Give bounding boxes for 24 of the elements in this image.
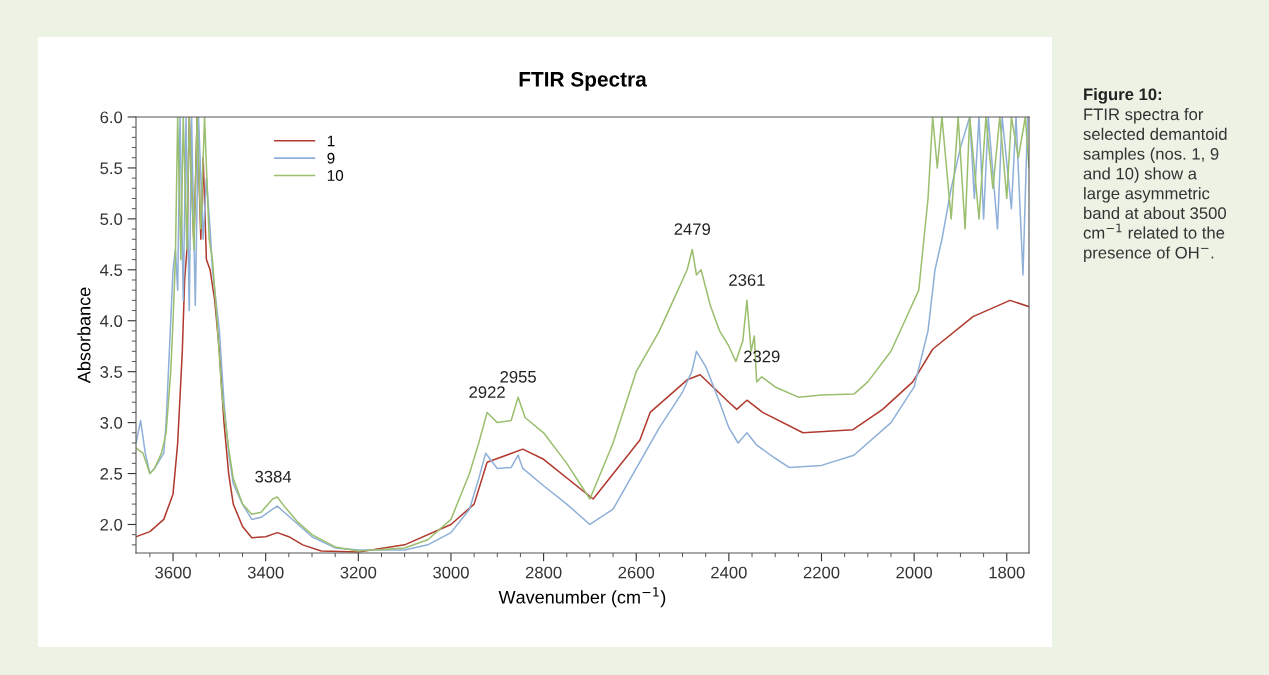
x-tick-label: 3000 bbox=[433, 566, 469, 579]
y-tick-label: 3.5 bbox=[100, 366, 123, 378]
y-tick-label: 2.5 bbox=[100, 467, 123, 480]
y-axis-title: Absorbance bbox=[77, 287, 91, 384]
y-tick-label: 4.5 bbox=[100, 264, 123, 277]
x-tick-label: 2600 bbox=[618, 566, 655, 579]
x-tick-label: 1800 bbox=[989, 566, 1025, 579]
y-tick-label: 3.0 bbox=[100, 417, 123, 429]
x-tick-label: 2400 bbox=[711, 566, 747, 579]
y-tick-label: 6.0 bbox=[100, 111, 123, 124]
chart-title: FTIR Spectra bbox=[519, 71, 647, 91]
y-tick-label: 4.0 bbox=[100, 315, 123, 327]
x-tick-label: 3600 bbox=[155, 566, 191, 579]
x-tick-label: 2800 bbox=[525, 566, 562, 579]
x-tick-label: 2000 bbox=[896, 566, 933, 579]
caption: Figure 10: bbox=[1084, 88, 1162, 104]
y-tick-label: 2.0 bbox=[100, 518, 123, 531]
x-tick-label: 3400 bbox=[247, 566, 284, 579]
y-tick-label: 5.5 bbox=[100, 162, 123, 175]
text: FTIR spectra for selected demantoid samples (nos. 1, 9 and 10) show a large asymmetric band at about 3500 cm$^{−1}$ related to the presence of OH$^{−}$. bbox=[1083, 108, 1227, 262]
x-tick-label: 2200 bbox=[803, 566, 840, 579]
y-tick-label: 5.0 bbox=[100, 213, 123, 226]
x-tick-label: 3200 bbox=[340, 566, 377, 579]
x-axis-title: Wavenumber (cm$^{−1}$) bbox=[498, 587, 666, 608]
